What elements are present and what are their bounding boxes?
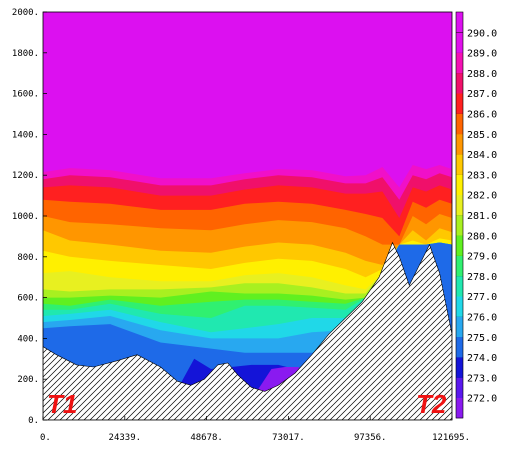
colorbar-label: 279.0 <box>467 252 497 263</box>
x-tick-label: 24339. <box>109 433 142 443</box>
y-tick-label: 1400. <box>12 130 39 140</box>
colorbar-segment <box>456 93 463 114</box>
colorbar-segment <box>456 397 463 419</box>
colorbar-label: 276.0 <box>467 313 497 324</box>
colorbar-segment <box>456 215 463 236</box>
y-tick-label: 1800. <box>12 49 39 59</box>
x-tick-label: 0. <box>40 433 51 443</box>
colorbar-segment <box>456 52 463 74</box>
y-tick-label: 1200. <box>12 171 39 181</box>
colorbar-segment <box>456 113 463 135</box>
colorbar-segment <box>456 377 463 398</box>
colorbar-label: 275.0 <box>467 333 497 344</box>
colorbar-label: 280.0 <box>467 231 497 242</box>
colorbar-segment <box>456 357 463 378</box>
x-tick-label: 73017. <box>272 433 305 443</box>
y-tick-label: 0. <box>28 416 39 426</box>
annotation-t1: T1 <box>47 389 77 419</box>
colorbar-label: 283.0 <box>467 170 497 181</box>
colorbar-label: 287.0 <box>467 89 497 100</box>
colorbar-segment <box>456 275 463 297</box>
colorbar-label: 284.0 <box>467 150 497 161</box>
colorbar-segment <box>456 32 463 53</box>
colorbar-segment <box>456 174 463 195</box>
colorbar-segment <box>456 316 463 338</box>
colorbar-segment-top <box>456 12 463 33</box>
colorbar-segment <box>456 194 463 216</box>
colorbar-segment <box>456 154 463 175</box>
x-axis: 0. 24339. 48678. 73017. 97356. 121695. <box>40 416 470 443</box>
y-tick-label: 800. <box>17 253 39 263</box>
y-tick-label: 2000. <box>12 8 39 18</box>
colorbar-segment <box>456 255 463 277</box>
x-tick-label: 48678. <box>190 433 223 443</box>
y-tick-label: 1000. <box>12 212 39 222</box>
colorbar-label: 285.0 <box>467 130 497 141</box>
colorbar-label: 290.0 <box>467 28 497 39</box>
y-tick-label: 600. <box>17 294 39 304</box>
colorbar-segment <box>456 72 463 94</box>
colorbar-label: 277.0 <box>467 292 497 303</box>
colorbar-label: 272.0 <box>467 394 497 405</box>
x-tick-label: 97356. <box>354 433 387 443</box>
colorbar-segment <box>456 336 463 358</box>
y-tick-label: 1600. <box>12 90 39 100</box>
colorbar-label: 278.0 <box>467 272 497 283</box>
y-tick-label: 200. <box>17 375 39 385</box>
colorbar-label: 289.0 <box>467 49 497 60</box>
colorbar-label: 286.0 <box>467 110 497 121</box>
colorbar-segment <box>456 133 463 155</box>
annotation-t2: T2 <box>416 389 447 419</box>
colorbar-segment <box>456 235 463 256</box>
colorbar-frame <box>455 11 464 419</box>
y-tick-label: 400. <box>17 334 39 344</box>
y-axis: 0. 200. 400. 600. 800. 1000. 1200. 1400. 1600. 18… <box>12 8 47 426</box>
colorbar-label: 273.0 <box>467 373 497 384</box>
colorbar-label: 281.0 <box>467 211 497 222</box>
colorbar-label: 282.0 <box>467 191 497 202</box>
terrain-hatched-area <box>43 241 452 420</box>
x-tick-label: 121695. <box>432 433 470 443</box>
annotations: T1 T2 <box>47 389 447 419</box>
colorbar-label: 288.0 <box>467 69 497 80</box>
colorbar-segment <box>456 296 463 317</box>
colorbar: 272.0 273.0 274.0 275.0 276.0 277.0 278.0 279.0… <box>455 11 497 419</box>
colorbar-label: 274.0 <box>467 353 497 364</box>
